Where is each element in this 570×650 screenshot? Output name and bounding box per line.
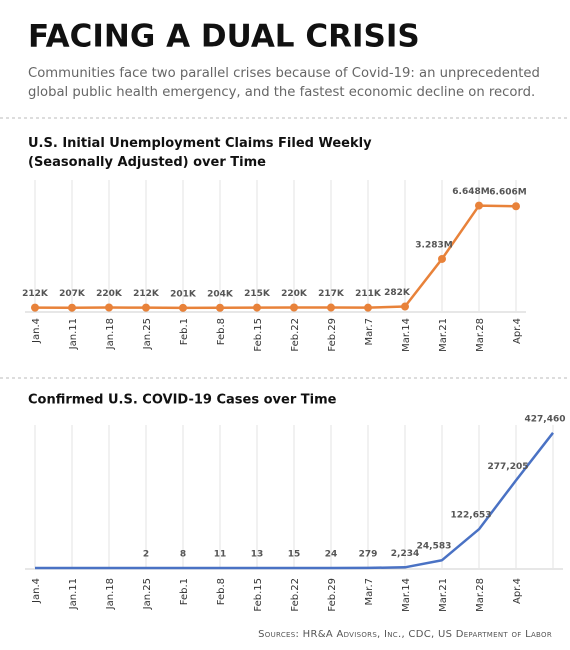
x-tick-label: Feb.8 [216,318,227,345]
x-tick-label: Feb.1 [179,318,190,345]
point [216,303,224,312]
point [68,303,76,312]
data-label: 3.283M [415,240,452,250]
x-tick-label: Feb.15 [253,318,264,352]
x-tick-label: Feb.22 [290,578,301,612]
point [327,303,335,312]
data-label: 13 [251,549,264,559]
data-label: 220K [96,289,123,299]
point [290,303,298,312]
point [438,254,446,263]
x-tick-label: Feb.1 [179,578,190,605]
data-label: 207K [59,289,86,299]
x-tick-label: Mar.28 [475,318,486,352]
x-tick-label: Feb.29 [327,318,338,352]
x-tick-label: Mar.14 [401,318,412,352]
data-label: 215K [244,289,271,299]
point [142,303,150,312]
x-tick-label: Feb.29 [327,578,338,612]
x-tick-label: Apr.4 [512,578,523,604]
x-tick-label: Apr.4 [512,318,523,344]
source: Sources: HR&A Advisors, Inc., CDC, US De… [258,629,552,640]
x-tick-label: Jan.25 [142,578,153,610]
x-tick-label: Mar.14 [401,578,412,612]
x-tick-label: Jan.11 [68,578,79,610]
chart-title: U.S. Initial Unemployment Claims Filed W… [28,136,372,170]
x-tick-label: Jan.11 [68,318,79,350]
x-tick-label: Jan.18 [105,318,116,350]
point [31,303,39,312]
x-tick-label: Jan.4 [31,318,42,344]
data-label: 204K [207,289,234,299]
point [512,202,520,211]
point [253,303,261,312]
x-tick-label: Jan.25 [142,318,153,350]
series-line [34,204,517,310]
chart-title-box: U.S. Initial Unemployment Claims Filed W… [28,136,372,170]
data-label: 2,234 [391,549,419,559]
x-tick-label: Jan.4 [31,578,42,604]
data-label: 217K [318,289,345,299]
x-tick-label: Mar.7 [364,578,375,606]
x-tick-label: Mar.7 [364,318,375,346]
x-tick-label: Mar.21 [438,578,449,612]
page-title: FACING A DUAL CRISIS [28,19,420,55]
data-label: 11 [214,549,227,559]
point [179,303,187,312]
data-label: 6.648M [452,187,489,197]
point [401,302,409,311]
point [105,303,113,312]
data-label: 220K [281,289,308,299]
data-label: 201K [170,289,197,299]
point [364,303,372,312]
data-label: 24,583 [417,542,452,552]
data-label: 211K [355,289,382,299]
data-label: 8 [180,549,186,559]
data-label: 212K [133,289,160,299]
data-label: 427,460 [525,414,566,424]
series-line [35,432,554,570]
subtitle-box: Communities face two parallel crises bec… [28,66,540,100]
chart-title: Confirmed U.S. COVID-19 Cases over Time [28,393,337,408]
point [475,201,483,210]
x-tick-label: Feb.15 [253,578,264,612]
data-label: 2 [143,549,149,559]
data-label: 24 [325,549,338,559]
data-label: 15 [288,549,301,559]
x-tick-label: Mar.21 [438,318,449,352]
subtitle: Communities face two parallel crises bec… [28,66,540,100]
data-label: 282K [384,288,411,298]
data-label: 212K [22,289,49,299]
x-tick-label: Feb.8 [216,578,227,605]
data-label: 277,205 [488,462,529,472]
data-label: 6.606M [489,188,526,198]
x-tick-label: Feb.22 [290,318,301,352]
x-tick-label: Jan.18 [105,578,116,610]
x-tick-label: Mar.28 [475,578,486,612]
data-label: 279 [359,549,378,559]
data-label: 122,653 [451,511,492,521]
